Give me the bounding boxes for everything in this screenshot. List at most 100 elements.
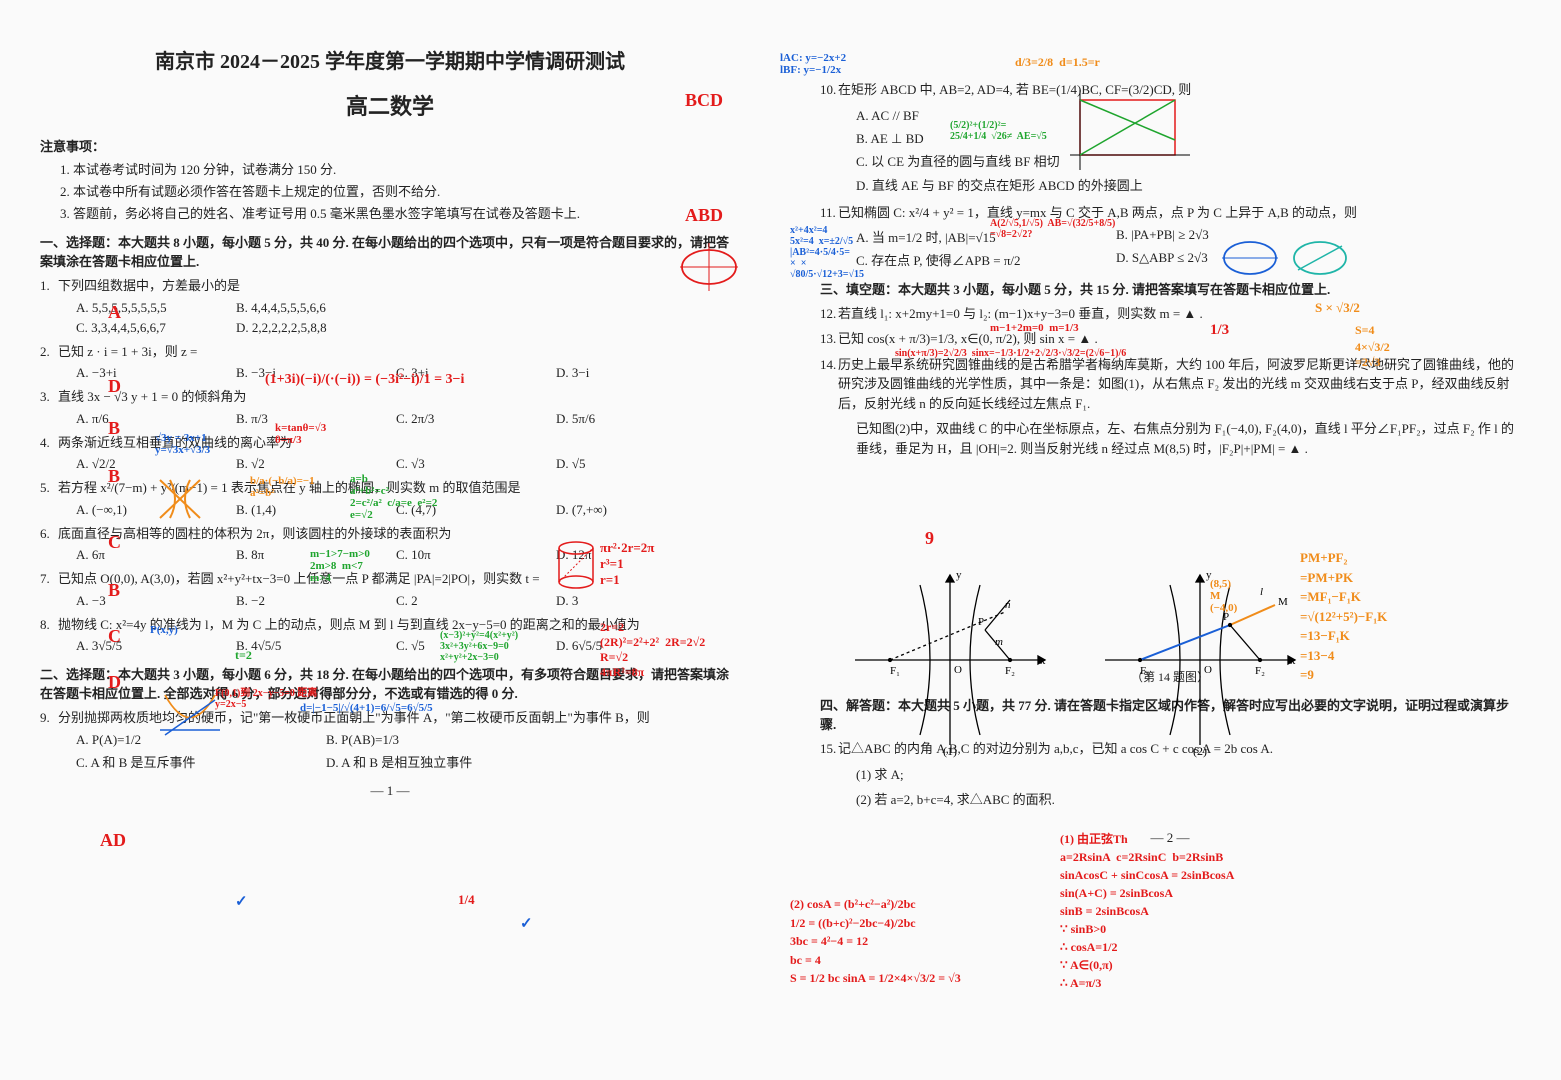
q7-a: A. −3: [76, 593, 206, 609]
rule-2: 2. 本试卷中所有试题必须作答在答题卡上规定的位置，否则不给分.: [60, 181, 740, 200]
q4-d: D. √5: [556, 456, 686, 472]
q11-opts2: C. 存在点 P, 使得∠APB = π/2D. S△ABP ≤ 2√3: [856, 250, 1520, 269]
q14-text: 历史上最早系统研究圆锥曲线的是古希腊学者梅纳库莫斯，大约 100 年后，阿波罗尼…: [838, 357, 1514, 411]
q7: 7.已知点 O(0,0), A(3,0)，若圆 x²+y²+tx−3=0 上任意…: [58, 569, 740, 589]
q10-sketch: [1070, 90, 1190, 180]
q4-text: 两条渐近线互相垂直的双曲线的离心率为: [58, 435, 292, 450]
notice-label: 注意事项：: [40, 136, 740, 155]
q6-sketch: [555, 540, 597, 590]
q2-a: A. −3+i: [76, 365, 206, 381]
q3-a: A. π/6: [76, 411, 206, 427]
q13-num: 13.: [820, 329, 836, 349]
q4-b: B. √2: [236, 456, 366, 472]
q7-text: 已知点 O(0,0), A(3,0)，若圆 x²+y²+tx−3=0 上任意一点…: [58, 571, 540, 586]
q1-num: 1.: [40, 276, 50, 296]
q8-opts: A. 3√5/5B. 4√5/5C. √5D. 6√5/5: [76, 638, 740, 654]
q7-c: C. 2: [396, 593, 526, 609]
fig14-pb: P: [1223, 611, 1229, 623]
page-left: 南京市 2024－2025 学年度第一学期期中学情调研测试 高二数学 注意事项：…: [0, 0, 780, 1080]
section-1: 一、选择题：本大题共 8 小题，每小题 5 分，共 40 分. 在每小题给出的四…: [40, 232, 740, 270]
q9-d: D. A 和 B 是相互独立事件: [326, 752, 472, 771]
fig14-ob: O: [1204, 664, 1212, 676]
q1-text: 下列四组数据中，方差最小的是: [58, 278, 240, 293]
rule-3: 3. 答题前，务必将自己的姓名、准考证号用 0.5 毫米黑色墨水签字笔填写在试卷…: [60, 203, 740, 222]
q9-c: C. A 和 B 是互斥事件: [76, 752, 296, 771]
q1-opts2: C. 3,3,4,4,5,6,6,7 D. 2,2,2,2,2,5,8,8: [76, 320, 740, 336]
q7-num: 7.: [40, 569, 50, 589]
q11-opts: A. 当 m=1/2 时, |AB|=√15B. |PA+PB| ≥ 2√3: [856, 227, 1520, 246]
q12-text: 若直线 l₁: x+2my+1=0 与 l₂: (m−1)x+y−3=0 垂直，…: [838, 306, 1203, 321]
q11-sketch-a: [678, 238, 740, 296]
q6-c: C. 10π: [396, 547, 526, 563]
subtitle: 高二数学: [40, 89, 740, 121]
fig14-ya: y: [956, 569, 962, 581]
q1-a: A. 5,5,5,5,5,5,5,5: [76, 300, 206, 316]
q1-d: D. 2,2,2,2,2,5,8,8: [236, 320, 366, 336]
q6-num: 6.: [40, 524, 50, 544]
q8-d: D. 6√5/5: [556, 638, 686, 654]
q14-text2: 已知图(2)中，双曲线 C 的中心在坐标原点，左、右焦点分别为 F₁(−4,0)…: [856, 419, 1520, 458]
q4-a: A. √2/2: [76, 456, 206, 472]
q6-opts: A. 6πB. 8πC. 10πD. 12π: [76, 547, 740, 563]
q5-text: 若方程 x²/(7−m) + y²/(m−1) = 1 表示焦点在 y 轴上的椭…: [58, 480, 521, 495]
q7-opts: A. −3 B. −2 C. 2 D. 3: [76, 593, 740, 609]
page-num-l: — 1 —: [40, 783, 740, 799]
fig14-xa: x: [1040, 655, 1046, 667]
q5-b: B. (1,4): [236, 502, 366, 518]
q7-b: B. −2: [236, 593, 366, 609]
q2-opts: A. −3+iB. −3−iC. 3+iD. 3−i: [76, 365, 740, 381]
q3-d: D. 5π/6: [556, 411, 686, 427]
q15: 15.记△ABC 的内角 A,B,C 的对边分别为 a,b,c，已知 a cos…: [838, 739, 1520, 759]
fig14-svg: (1) (2) F₁ F₂ F₁ F₂ O O x x y y P P m n …: [840, 560, 1340, 760]
q11-c: C. 存在点 P, 使得∠APB = π/2: [856, 250, 1086, 269]
q1: 1.下列四组数据中，方差最小的是: [58, 276, 740, 296]
q4-c: C. √3: [396, 456, 526, 472]
q11-a: A. 当 m=1/2 时, |AB|=√15: [856, 227, 1086, 246]
q14-num: 14.: [820, 355, 836, 375]
q3-b: B. π/3: [236, 411, 366, 427]
q1-c: C. 3,3,4,4,5,6,6,7: [76, 320, 206, 336]
fig14-pa: P: [978, 616, 984, 628]
q9-text: 分别抛掷两枚质地均匀的硬币，记"第一枚硬币正面朝上"为事件 A，"第二枚硬币反面…: [58, 710, 650, 725]
fig14-f1a: F₁: [890, 665, 900, 677]
q11: 11.已知椭圆 C: x²/4 + y² = 1，直线 y=mx 与 C 交于 …: [838, 203, 1520, 223]
q6-text: 底面直径与高相等的圆柱的体积为 2π，则该圆柱的外接球的表面积为: [58, 526, 451, 541]
q11-text: 已知椭圆 C: x²/4 + y² = 1，直线 y=mx 与 C 交于 A,B…: [838, 205, 1357, 220]
q6-b: B. 8π: [236, 547, 366, 563]
title: 南京市 2024－2025 学年度第一学期期中学情调研测试: [40, 45, 740, 74]
q4: 4.两条渐近线互相垂直的双曲线的离心率为: [58, 433, 740, 453]
q11-sketch-b: [1220, 230, 1280, 285]
fig14-l: l: [1260, 586, 1263, 598]
q5-c: C. (4,7): [396, 502, 526, 518]
q2: 2.已知 z · i = 1 + 3i，则 z =: [58, 342, 740, 362]
q2-text: 已知 z · i = 1 + 3i，则 z =: [58, 344, 197, 359]
q9-num: 9.: [40, 708, 50, 728]
q3-text: 直线 3x − √3 y + 1 = 0 的倾斜角为: [58, 389, 246, 404]
fig14-f2a: F₂: [1005, 665, 1015, 677]
q12: 12.若直线 l₁: x+2my+1=0 与 l₂: (m−1)x+y−3=0 …: [838, 304, 1520, 324]
q8-b: B. 4√5/5: [236, 638, 366, 654]
q8: 8.抛物线 C: x²=4y 的准线为 l，M 为 C 上的动点，则点 M 到 …: [58, 615, 740, 635]
fig14-n: n: [1005, 599, 1011, 611]
q15-num: 15.: [820, 739, 836, 759]
q6-a: A. 6π: [76, 547, 206, 563]
q8-num: 8.: [40, 615, 50, 635]
q7-d: D. 3: [556, 593, 686, 609]
q9-b: B. P(AB)=1/3: [326, 732, 456, 748]
fig14-xb: x: [1290, 655, 1296, 667]
q10-num: 10.: [820, 80, 836, 100]
fig14-yb: y: [1206, 569, 1212, 581]
q2-num: 2.: [40, 342, 50, 362]
q3-c: C. 2π/3: [396, 411, 526, 427]
q9-opts2: C. A 和 B 是互斥事件 D. A 和 B 是相互独立事件: [76, 752, 740, 771]
q6: 6.底面直径与高相等的圆柱的体积为 2π，则该圆柱的外接球的表面积为: [58, 524, 740, 544]
q13: 13.已知 cos(x + π/3)=1/3, x∈(0, π/2), 则 si…: [838, 329, 1520, 349]
fig14-f2b: F₂: [1255, 665, 1265, 677]
q11-num: 11.: [820, 203, 836, 223]
q8-c: C. √5: [396, 638, 526, 654]
q3-num: 3.: [40, 387, 50, 407]
rule-1: 1. 本试卷考试时间为 120 分钟，试卷满分 150 分.: [60, 159, 740, 178]
q3: 3.直线 3x − √3 y + 1 = 0 的倾斜角为: [58, 387, 740, 407]
q15-text: 记△ABC 的内角 A,B,C 的对边分别为 a,b,c，已知 a cos C …: [838, 741, 1273, 756]
q8-text: 抛物线 C: x²=4y 的准线为 l，M 为 C 上的动点，则点 M 到 l …: [58, 617, 640, 632]
